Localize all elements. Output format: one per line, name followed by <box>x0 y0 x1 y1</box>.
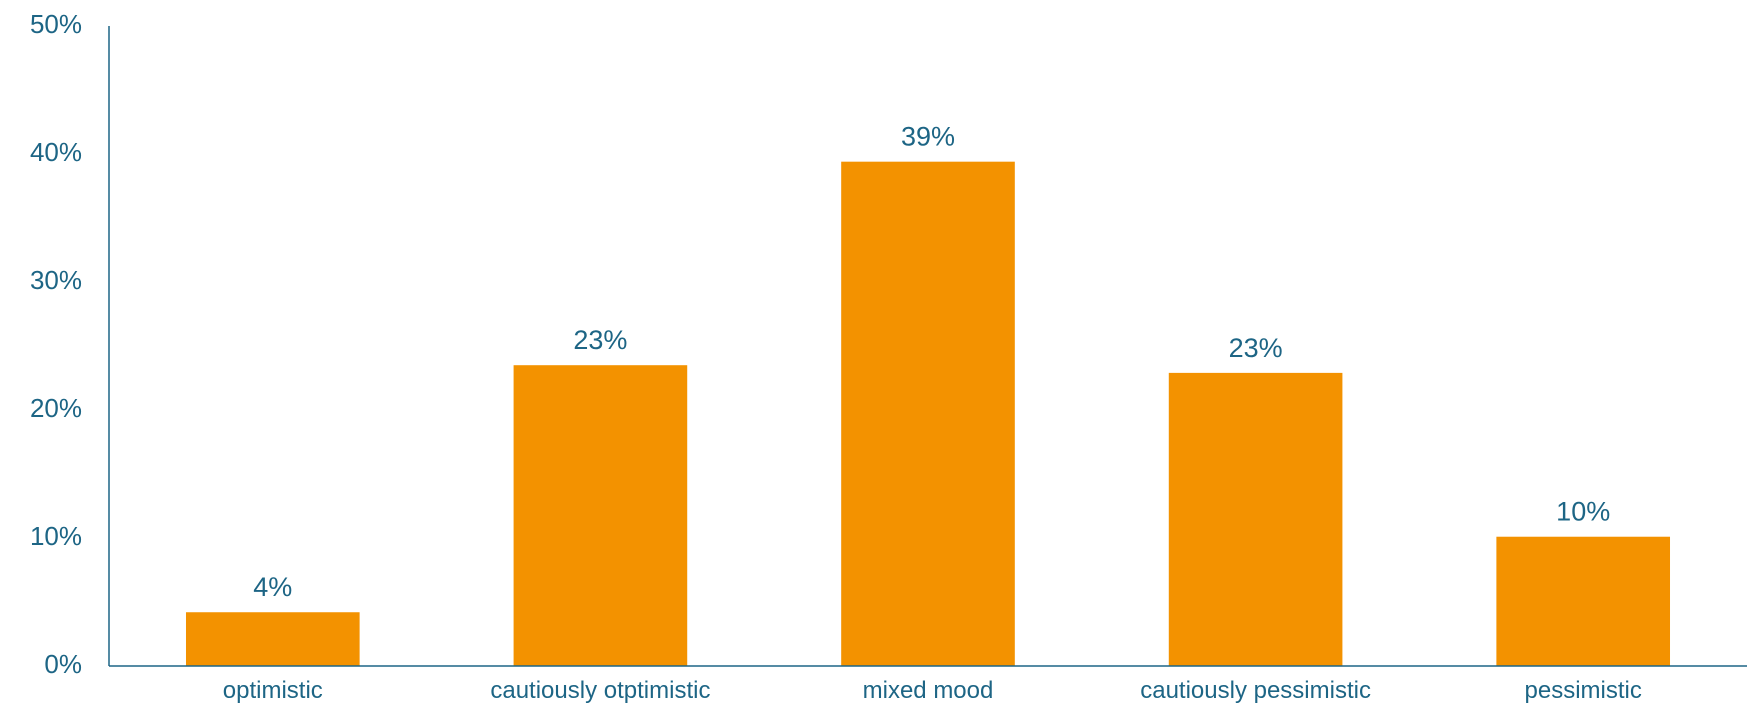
data-label: 23% <box>573 325 627 355</box>
bar <box>185 612 360 666</box>
data-label: 10% <box>1556 497 1610 527</box>
category-label: cautiously pessimistic <box>1140 677 1371 704</box>
y-axis-ticks: 0% 10% 20% 30% 40% 50% <box>30 9 82 679</box>
category-label: pessimistic <box>1525 677 1642 704</box>
y-tick-label: 20% <box>30 393 82 423</box>
y-tick-label: 30% <box>30 265 82 295</box>
category-label: mixed mood <box>863 677 994 704</box>
category-labels: optimistic cautiously otptimistic mixed mo… <box>223 677 1642 704</box>
y-tick-label: 0% <box>44 649 82 679</box>
data-label: 39% <box>901 122 955 152</box>
bars <box>185 161 1671 666</box>
category-label: optimistic <box>223 677 323 704</box>
bar <box>1168 372 1343 666</box>
bar <box>841 161 1015 666</box>
data-label: 4% <box>253 572 292 602</box>
y-tick-label: 50% <box>30 9 82 39</box>
bar <box>1496 536 1671 666</box>
bar <box>513 365 688 666</box>
y-tick-label: 10% <box>30 521 82 551</box>
category-label: cautiously otptimistic <box>490 677 710 704</box>
y-tick-label: 40% <box>30 137 82 167</box>
data-labels: 4% 23% 39% 23% 10% <box>253 122 1610 603</box>
data-label: 23% <box>1229 333 1283 363</box>
